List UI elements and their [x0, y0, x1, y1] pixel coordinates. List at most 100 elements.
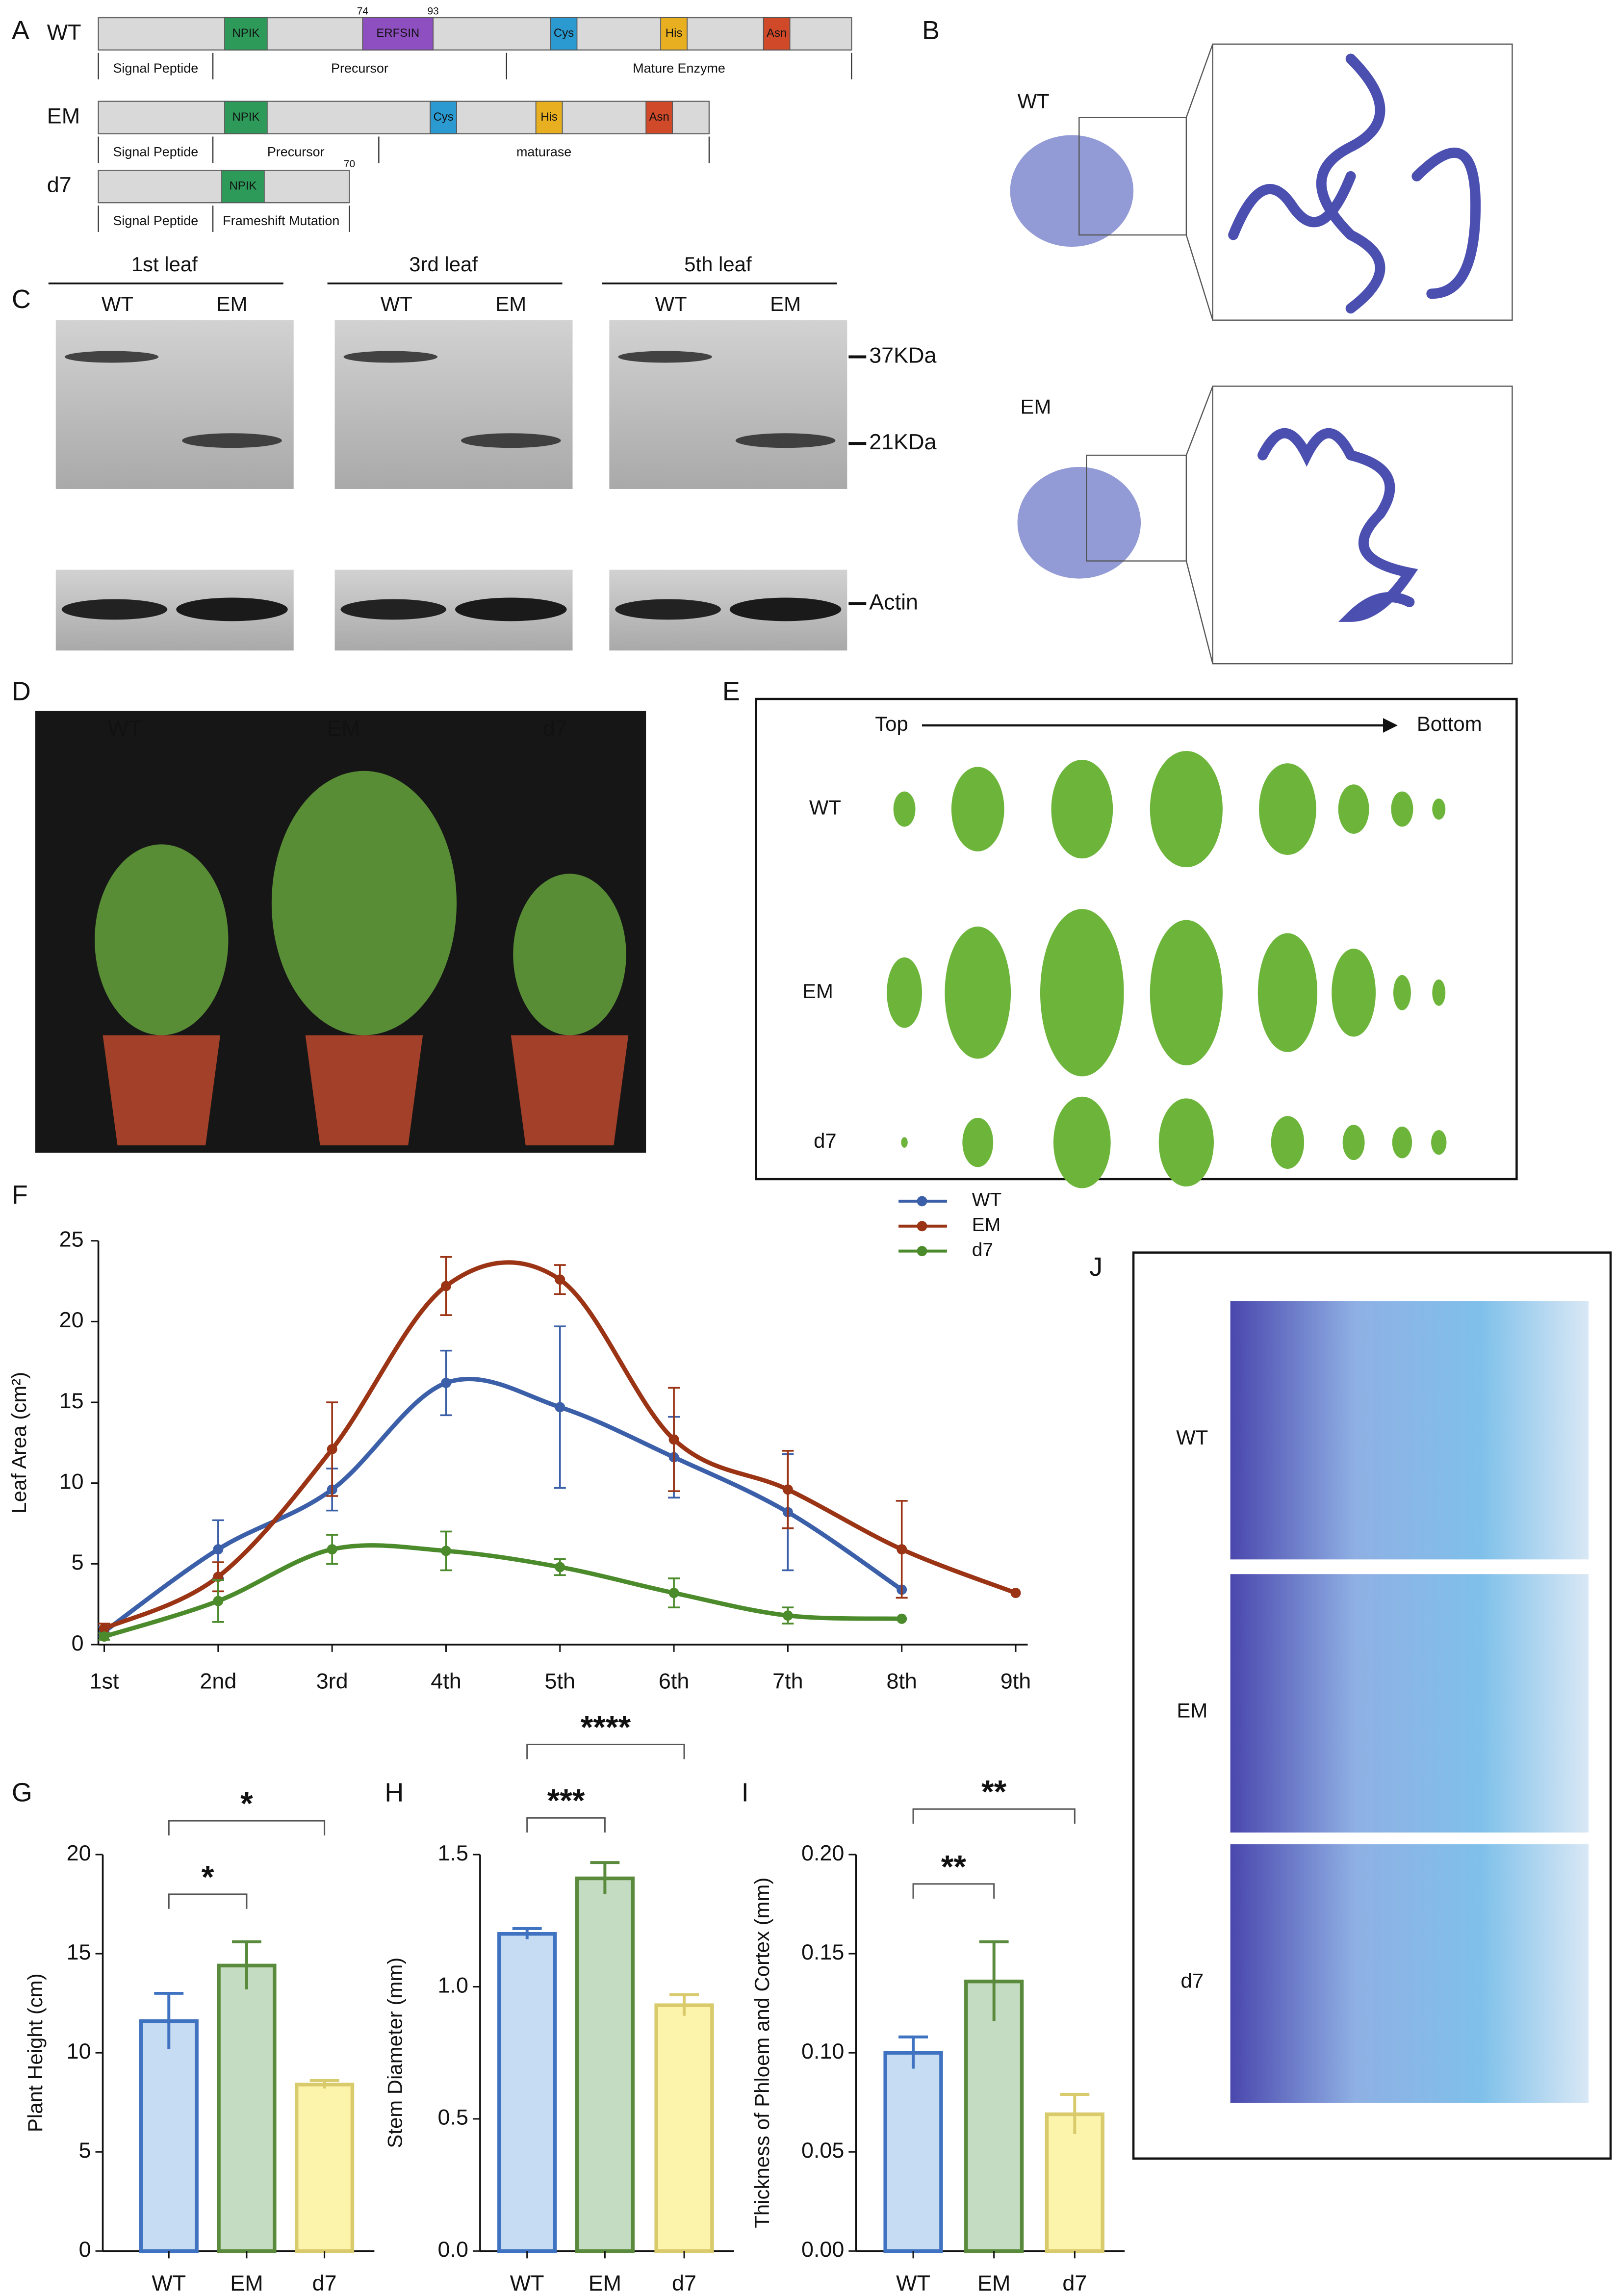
x-tick-label: EM	[230, 2270, 263, 2296]
data-point	[1010, 1588, 1021, 1599]
region-label: Precursor	[267, 145, 325, 159]
band	[615, 599, 721, 620]
leaf-panel	[755, 697, 1518, 1181]
y-tick-label: 20	[67, 1840, 91, 1865]
marker-label: 37KDa	[869, 342, 936, 367]
domain-label: His	[666, 26, 683, 40]
y-axis-label: Stem Diameter (mm)	[383, 1958, 406, 2148]
residue-position: 70	[344, 158, 355, 170]
region-label: maturase	[516, 145, 571, 159]
structure-label: WT	[1018, 90, 1050, 113]
section-label: EM	[1177, 1699, 1207, 1722]
data-point	[213, 1544, 224, 1555]
plant	[95, 844, 229, 1035]
leaf	[1040, 909, 1124, 1077]
lane-label: EM	[770, 292, 801, 315]
pot	[305, 1035, 423, 1146]
domain	[362, 17, 434, 51]
leaf	[1342, 1125, 1365, 1161]
significance-label: *	[202, 1858, 214, 1895]
lane-label: WT	[381, 292, 412, 315]
blot-header: 1st leaf	[131, 253, 198, 276]
residue-position: 93	[427, 6, 438, 17]
plant	[271, 771, 457, 1035]
leaf	[1150, 751, 1223, 868]
lane-label: WT	[102, 292, 133, 315]
region-label: Signal Peptide	[113, 213, 198, 228]
domain	[221, 170, 265, 204]
domain-label: ERFSIN	[376, 26, 419, 40]
y-tick-label: 0.15	[801, 1939, 844, 1964]
zoom-line	[1185, 386, 1213, 456]
protein-structure	[1017, 467, 1141, 579]
y-tick-label: 5	[72, 1549, 84, 1574]
y-tick-label: 10	[59, 1469, 84, 1494]
section-image	[1230, 1301, 1589, 1560]
bar	[1045, 2112, 1104, 2253]
series-line	[103, 1377, 903, 1634]
y-tick-label: 15	[67, 1939, 91, 1964]
panel-label: F	[12, 1180, 28, 1210]
data-point	[99, 1623, 110, 1634]
region-label: Signal Peptide	[113, 61, 198, 76]
leaf	[945, 927, 1011, 1059]
leaf	[1150, 920, 1223, 1065]
x-tick-label: WT	[896, 2270, 930, 2296]
leaf	[1392, 1126, 1412, 1159]
residue-position: 74	[357, 6, 369, 17]
data-point	[668, 1588, 679, 1599]
x-tick-label: d7	[312, 2270, 337, 2296]
y-tick-label: 10	[67, 2038, 91, 2064]
x-tick-label: EM	[589, 2270, 621, 2296]
data-point	[668, 1434, 679, 1445]
x-tick-label: 1st	[90, 1669, 119, 1694]
leaf	[1271, 1116, 1305, 1169]
zoom-panel	[1212, 386, 1513, 665]
y-tick-label: 0.5	[438, 2105, 468, 2130]
data-point	[897, 1613, 907, 1624]
panel-label: H	[385, 1778, 404, 1807]
band	[343, 351, 438, 363]
direction-label: Top	[875, 712, 908, 735]
lane-label: EM	[217, 292, 248, 315]
domain-label: Cys	[433, 110, 453, 124]
significance-label: ***	[547, 1782, 585, 1819]
leaf	[901, 1137, 908, 1148]
blot-image	[55, 320, 294, 489]
y-tick-label: 0	[79, 2237, 91, 2262]
panel-label: J	[1089, 1252, 1102, 1282]
x-tick-label: EM	[977, 2270, 1010, 2296]
region-label: Precursor	[331, 61, 388, 76]
band	[729, 597, 842, 621]
section-panel	[1132, 1251, 1612, 2160]
leaf	[1158, 1098, 1214, 1187]
blot-header: 5th leaf	[684, 253, 752, 276]
protein-bar	[98, 101, 710, 134]
leaf	[1257, 933, 1318, 1053]
row-label: d7	[814, 1129, 837, 1152]
band	[340, 599, 447, 620]
bar	[964, 1979, 1024, 2253]
photo-label: d7	[543, 716, 567, 741]
panel-label: E	[722, 676, 740, 706]
arrow-head	[1383, 718, 1398, 733]
panel-label: A	[12, 16, 29, 45]
panel-label: D	[12, 676, 31, 706]
data-point	[440, 1546, 451, 1556]
zoom-panel	[1212, 43, 1513, 321]
protein-bar	[98, 17, 852, 51]
leaf	[1432, 799, 1446, 820]
significance-bracket	[168, 1893, 248, 1909]
x-tick-label: 8th	[886, 1669, 917, 1694]
leaf	[893, 791, 916, 827]
bar	[217, 1963, 277, 2253]
bar	[139, 2019, 199, 2253]
x-tick-label: 6th	[659, 1669, 689, 1694]
data-point	[440, 1378, 451, 1388]
lane-label: EM	[495, 292, 526, 315]
leaf	[1393, 975, 1411, 1010]
blot-header: 3rd leaf	[409, 253, 478, 276]
panel-label: G	[12, 1778, 32, 1807]
y-axis-label: Plant Height (cm)	[24, 1973, 47, 2132]
